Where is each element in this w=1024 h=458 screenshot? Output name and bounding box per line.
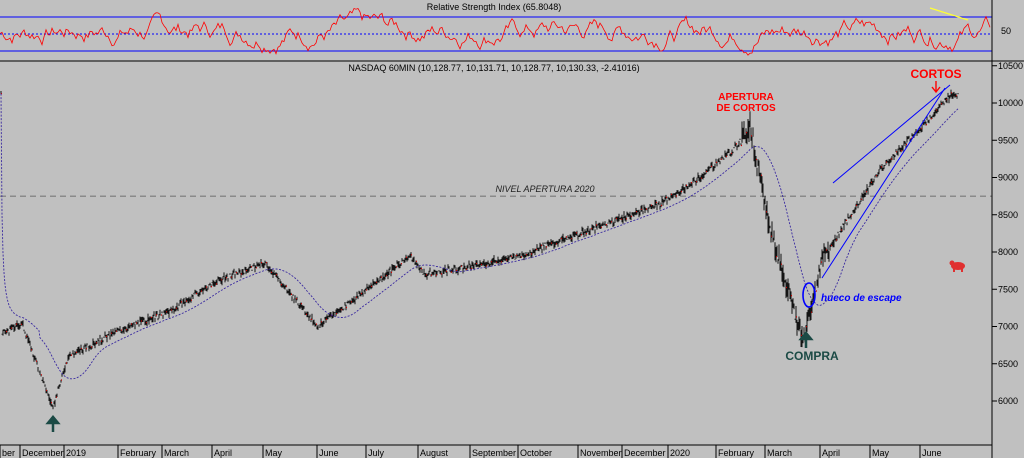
y-tick-label: 10000	[998, 98, 1023, 108]
rsi-trend-line	[929, 7, 969, 21]
y-tick-label: 7500	[998, 284, 1018, 294]
low-2018-arrow-icon	[45, 415, 61, 432]
price-bars	[0, 89, 959, 410]
y-tick-label: 9000	[998, 173, 1018, 183]
channel-upper-line	[832, 84, 951, 184]
x-tick-label: November	[580, 448, 622, 458]
trend-lines	[821, 84, 951, 279]
rsi-bands	[0, 16, 992, 52]
hueco-ellipse	[802, 282, 816, 308]
price-panel: NIVEL APERTURA 2020 NASDAQ 60MIN (10,128…	[0, 63, 992, 432]
y-tick-label: 9500	[998, 135, 1018, 145]
x-tick-label: 2019	[66, 448, 86, 458]
compra-arrow-icon	[798, 331, 814, 348]
x-tick-label: ber	[2, 448, 15, 458]
channel-lower-line	[821, 87, 946, 279]
y-tick-label: 8500	[998, 210, 1018, 220]
y-tick-label: 8000	[998, 247, 1018, 257]
x-tick-label: October	[520, 448, 552, 458]
cortos-arrow-icon	[931, 81, 941, 94]
x-tick-label: December	[22, 448, 64, 458]
x-tick-label: May	[265, 448, 283, 458]
rsi-title: Relative Strength Index (65.8048)	[427, 2, 562, 12]
x-tick-label: March	[767, 448, 792, 458]
bear-icon	[949, 260, 965, 272]
x-tick-label: April	[214, 448, 232, 458]
y-tick-label: 6000	[998, 396, 1018, 406]
x-tick-label: April	[822, 448, 840, 458]
x-tick-label: March	[164, 448, 189, 458]
rsi-level-label: 50	[1001, 26, 1011, 36]
cortos-label: CORTOS	[910, 67, 961, 81]
rsi-line	[0, 8, 991, 56]
moving-average-line	[0, 93, 959, 380]
x-tick-label: June	[319, 448, 339, 458]
x-tick-label: February	[718, 448, 755, 458]
y-tick-label: 7000	[998, 322, 1018, 332]
x-tick-label: 2020	[670, 448, 690, 458]
x-axis: ber December 2019 February March April May June…	[0, 445, 942, 458]
x-tick-label: July	[368, 448, 385, 458]
price-title: NASDAQ 60MIN (10,128.77, 10,131.71, 10,1…	[348, 63, 639, 73]
apertura-label-1: APERTURA	[718, 92, 774, 103]
nivel-apertura-label: NIVEL APERTURA 2020	[495, 184, 594, 194]
apertura-label-2: DE CORTOS	[716, 103, 776, 114]
rsi-panel-bg	[0, 0, 992, 58]
x-tick-label: December	[624, 448, 666, 458]
compra-label: COMPRA	[785, 349, 839, 363]
y-tick-label: 6500	[998, 359, 1018, 369]
hueco-label: hueco de escape	[821, 293, 902, 304]
rsi-panel: Relative Strength Index (65.8048) 50	[0, 0, 1011, 58]
x-tick-label: June	[922, 448, 942, 458]
x-tick-label: February	[120, 448, 157, 458]
x-tick-label: May	[872, 448, 890, 458]
y-tick-label: 10500	[998, 61, 1023, 71]
x-tick-label: September	[472, 448, 516, 458]
x-tick-label: August	[420, 448, 449, 458]
y-axis: 10500 10000 9500 9000 8500 8000 7500 7000 6500 60…	[992, 61, 1023, 406]
